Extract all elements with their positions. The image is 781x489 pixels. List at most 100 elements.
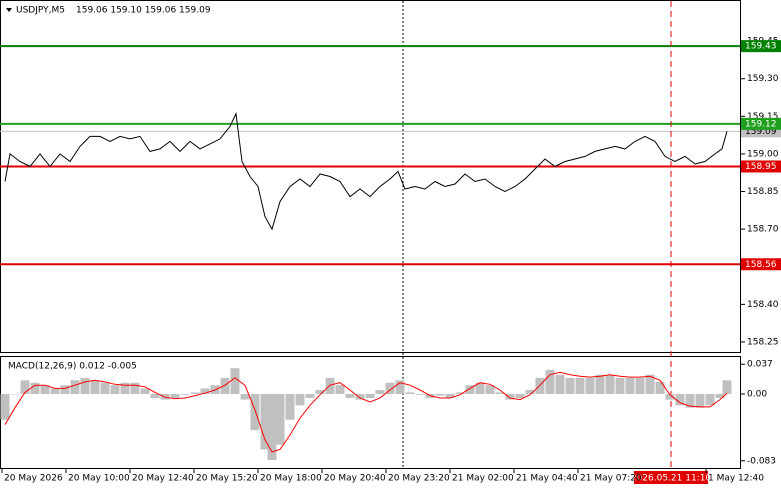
macd-bar: [595, 374, 605, 394]
ohlc: 159.06 159.10 159.06 159.09: [76, 6, 211, 16]
macd-bar: [190, 392, 200, 394]
level-label: 158.56: [745, 260, 777, 270]
x-tick-label: 20 May 2026: [4, 474, 63, 484]
macd-bar: [150, 394, 160, 399]
macd-bar: [120, 382, 130, 394]
y-tick-label: 0.037: [747, 360, 773, 370]
macd-bar: [20, 380, 30, 394]
x-tick-label: 20 May 20:40: [324, 474, 386, 484]
macd-bar: [485, 385, 495, 394]
macd-bar: [80, 377, 90, 394]
macd-bar: [140, 388, 150, 394]
symbol-title: USDJPY,M5: [16, 6, 65, 16]
macd-bar: [375, 389, 385, 394]
macd-bar: [645, 374, 655, 394]
price-line: [4, 112, 728, 231]
macd-bar: [70, 380, 80, 394]
macd-bar: [305, 394, 315, 399]
macd-bar: [525, 389, 535, 394]
macd-bar: [565, 377, 575, 394]
y-tick-label: 158.40: [747, 300, 779, 310]
macd-bar: [240, 394, 250, 400]
macd-bar: [170, 394, 180, 399]
macd-bar: [515, 394, 525, 399]
macd-bar: [722, 380, 732, 394]
macd-bar: [665, 394, 675, 400]
macd-bar: [685, 394, 695, 408]
macd-bar: [295, 394, 305, 406]
macd-bar: [655, 381, 665, 394]
macd-bar: [275, 394, 285, 445]
x-tick-label: 20 May 18:00: [260, 474, 322, 484]
macd-title: MACD(12,26,9) 0.012 -0.005: [8, 362, 137, 372]
y-tick-label: 158.25: [747, 337, 779, 347]
macd-bar: [625, 377, 635, 394]
macd-bar: [435, 394, 445, 396]
macd-frame: [0, 356, 741, 469]
x-tick-label: 21 May 04:40: [516, 474, 578, 484]
macd-bar: [395, 380, 405, 394]
macd-bar: [180, 394, 190, 395]
level-box: [741, 40, 781, 53]
macd-bar: [345, 394, 355, 399]
y-tick-label: 158.70: [747, 225, 779, 235]
macd-bar: [615, 377, 625, 394]
y-tick-label: 159.30: [747, 74, 779, 84]
macd-bar: [100, 382, 110, 394]
level-box: [741, 160, 781, 173]
macd-bar: [535, 377, 545, 394]
menu-arrow: [6, 8, 12, 12]
macd-bar: [230, 368, 240, 394]
signal-line: [4, 371, 728, 453]
macd-bar: [575, 377, 585, 394]
price-frame: [0, 0, 741, 353]
macd-bar: [715, 394, 725, 399]
macd-bar: [635, 377, 645, 394]
macd-bar: [110, 385, 120, 394]
x-tick-label: 20 May 23:20: [388, 474, 450, 484]
macd-bar: [695, 394, 705, 408]
macd-bar: [675, 394, 685, 406]
level-label: 159.12: [745, 119, 777, 129]
macd-bar: [475, 382, 485, 394]
x-tick-label: 1 May 12:40: [708, 474, 764, 484]
macd-bar: [315, 389, 325, 394]
macd-bar: [260, 394, 270, 450]
macd-bar: [250, 394, 260, 431]
macd-bar: [415, 394, 425, 395]
cursor-label: 2026.05.21 11:10: [631, 474, 712, 484]
macd-bar: [605, 374, 615, 394]
macd-bar: [325, 377, 335, 394]
macd-bar: [585, 377, 595, 394]
macd-bar: [267, 394, 277, 460]
cursor-box: [634, 471, 708, 484]
macd-bar: [555, 374, 565, 394]
macd-bar: [200, 388, 210, 394]
macd-bar: [0, 394, 10, 420]
y-tick-label: 158.85: [747, 187, 779, 197]
last-price-label: 159.09: [745, 127, 777, 137]
macd-bar: [705, 394, 715, 406]
x-tick-label: 21 May 02:00: [452, 474, 514, 484]
x-tick-label: 21 May 07:20: [580, 474, 642, 484]
macd-bar: [50, 388, 60, 394]
macd-bar: [40, 385, 50, 394]
macd-bar: [90, 380, 100, 394]
macd-bar: [465, 385, 475, 394]
macd-bar: [365, 394, 375, 399]
x-tick-label: 20 May 15:20: [196, 474, 258, 484]
macd-bar: [220, 377, 230, 394]
level-box: [741, 258, 781, 271]
level-label: 158.95: [745, 162, 777, 172]
y-tick-label: 159.00: [747, 149, 779, 159]
macd-bar: [10, 394, 20, 395]
macd-bar: [335, 385, 345, 394]
y-tick-label: 159.15: [747, 112, 779, 122]
y-tick-label: 0.00: [747, 390, 767, 400]
y-tick-label: -0.083: [747, 456, 776, 466]
macd-bar: [445, 394, 455, 399]
level-box: [741, 117, 781, 130]
macd-bar: [455, 392, 465, 394]
